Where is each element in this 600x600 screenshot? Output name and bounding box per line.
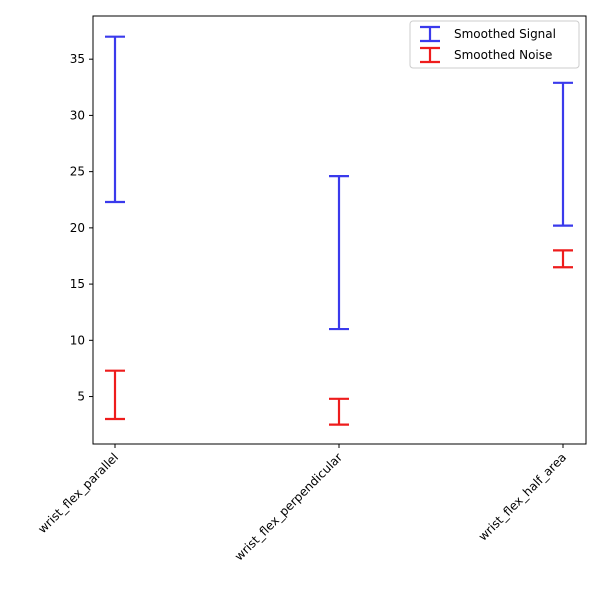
- series-layer: [105, 35, 573, 426]
- y-tick-label: 15: [70, 277, 85, 291]
- errorbar-1-0: [105, 369, 125, 421]
- errorbar-0-2: [553, 81, 573, 227]
- legend-label: Smoothed Signal: [454, 27, 556, 41]
- y-tick-label: 20: [70, 221, 85, 235]
- errorbar-0-0: [105, 35, 125, 204]
- legend-item-0: Smoothed Signal: [420, 25, 556, 43]
- y-axis: 5 10 15 20 25 30 35: [70, 52, 93, 404]
- legend-item-1: Smoothed Noise: [420, 46, 552, 64]
- errorbar-0-1: [329, 175, 349, 331]
- y-tick-label: 5: [77, 390, 85, 404]
- series-0: [105, 35, 573, 331]
- y-tick-label: 35: [70, 52, 85, 66]
- series-1: [105, 249, 573, 426]
- legend-label: Smoothed Noise: [454, 48, 552, 62]
- errorbar-1-1: [329, 397, 349, 426]
- legend: Smoothed Signal Smoothed Noise: [409, 20, 580, 69]
- y-tick-label: 25: [70, 165, 85, 179]
- legend-box: [409, 20, 580, 69]
- errorbar-1-2: [553, 249, 573, 269]
- y-tick-label: 10: [70, 333, 85, 347]
- y-tick-label: 30: [70, 108, 85, 122]
